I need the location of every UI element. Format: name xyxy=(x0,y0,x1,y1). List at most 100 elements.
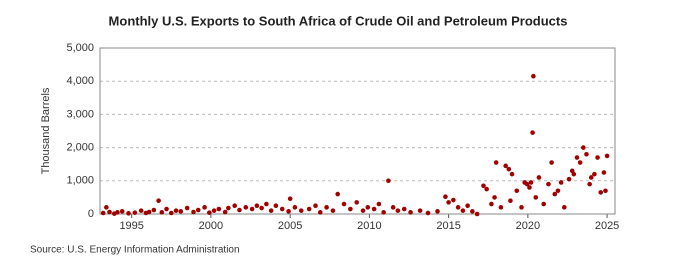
source-note: Source: U.S. Energy Information Administ… xyxy=(30,245,240,256)
point xyxy=(286,209,291,214)
point xyxy=(492,195,497,200)
point xyxy=(100,210,106,216)
point xyxy=(365,205,371,210)
point xyxy=(509,171,515,177)
point xyxy=(159,210,165,215)
point xyxy=(541,201,546,207)
point xyxy=(574,155,580,160)
point xyxy=(115,210,120,215)
x-tick-label: 2020 xyxy=(516,220,540,232)
point xyxy=(104,205,109,210)
point xyxy=(566,176,572,182)
point xyxy=(207,210,212,215)
point xyxy=(254,203,260,208)
point xyxy=(527,185,532,190)
point xyxy=(531,73,536,79)
y-tick-label: 2,000 xyxy=(66,142,94,154)
point xyxy=(571,171,577,177)
point xyxy=(360,208,366,213)
point xyxy=(156,198,161,204)
point xyxy=(598,190,604,195)
point xyxy=(330,208,336,213)
point xyxy=(354,200,360,205)
point xyxy=(408,210,413,215)
x-tick-label: 2010 xyxy=(357,220,381,232)
point xyxy=(395,208,401,213)
point xyxy=(264,201,269,207)
point xyxy=(317,210,323,215)
point xyxy=(546,181,551,187)
x-tick-label: 1995 xyxy=(119,220,143,232)
point xyxy=(381,210,386,215)
point xyxy=(588,175,594,180)
x-tick-label: 2025 xyxy=(595,220,619,232)
point xyxy=(287,196,293,202)
point xyxy=(481,183,486,189)
point xyxy=(222,209,228,215)
point xyxy=(232,203,237,208)
point xyxy=(489,201,494,207)
point xyxy=(341,201,347,207)
point xyxy=(390,205,396,210)
point xyxy=(455,205,461,210)
y-tick-label: 5,000 xyxy=(66,42,94,54)
plot-frame xyxy=(99,47,616,215)
point xyxy=(169,210,174,216)
point xyxy=(191,209,196,215)
point xyxy=(376,201,382,207)
point xyxy=(226,205,231,211)
y-tick-label: 1,000 xyxy=(66,175,94,187)
point xyxy=(292,205,298,210)
point xyxy=(126,211,131,216)
point xyxy=(119,209,125,214)
x-tick-label: 2000 xyxy=(199,220,223,232)
point xyxy=(451,197,456,203)
point xyxy=(216,206,222,212)
point xyxy=(581,145,586,150)
point xyxy=(184,205,190,211)
point xyxy=(561,205,567,210)
point xyxy=(107,209,112,215)
point xyxy=(595,155,600,160)
point xyxy=(530,130,535,135)
point xyxy=(268,208,274,213)
point xyxy=(313,203,318,208)
point xyxy=(506,166,512,172)
point xyxy=(298,208,304,213)
point xyxy=(524,181,530,187)
point xyxy=(435,209,440,214)
point xyxy=(195,207,201,213)
point xyxy=(498,205,504,210)
point xyxy=(202,205,207,210)
point xyxy=(401,206,407,212)
point xyxy=(493,160,499,165)
point xyxy=(279,206,285,212)
y-tick-label: 0 xyxy=(88,208,94,220)
x-tick-label: 2015 xyxy=(436,220,460,232)
point xyxy=(508,198,513,204)
point xyxy=(348,206,353,212)
point xyxy=(249,206,255,212)
point xyxy=(371,206,377,212)
point xyxy=(484,186,489,192)
point xyxy=(604,153,610,159)
point xyxy=(460,208,466,213)
point xyxy=(243,205,249,210)
point xyxy=(173,208,179,213)
point xyxy=(587,181,592,187)
point xyxy=(465,203,470,208)
point xyxy=(519,205,524,210)
point xyxy=(211,208,217,213)
point xyxy=(552,191,558,197)
point xyxy=(446,200,451,205)
point xyxy=(324,205,329,210)
point xyxy=(425,210,431,216)
point xyxy=(577,160,583,165)
point xyxy=(549,160,554,165)
point xyxy=(536,175,542,180)
point xyxy=(335,191,340,197)
point xyxy=(603,188,608,194)
point xyxy=(306,206,312,212)
point xyxy=(178,209,184,214)
point xyxy=(146,209,152,215)
